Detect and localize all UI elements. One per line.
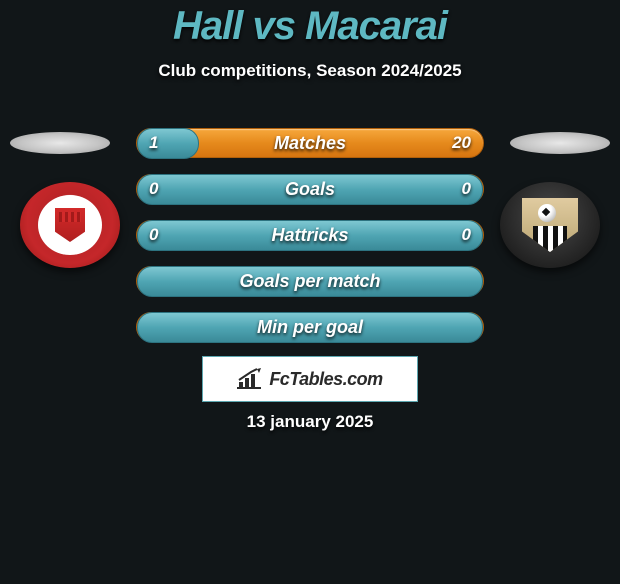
stat-bar-goals: 0 Goals 0	[136, 174, 484, 204]
stat-label: Goals per match	[137, 267, 483, 295]
stat-bar-matches: 1 Matches 20	[136, 128, 484, 158]
stat-bars: 1 Matches 20 0 Goals 0 0 Hattricks 0 Goa…	[136, 128, 484, 358]
player-silhouette-right	[510, 132, 610, 154]
club-crest-left	[20, 182, 120, 268]
attribution-text: FcTables.com	[269, 369, 382, 390]
stat-label: Goals	[137, 175, 483, 203]
stat-label: Hattricks	[137, 221, 483, 249]
stat-value-right: 0	[462, 175, 471, 203]
player-silhouette-left	[10, 132, 110, 154]
stat-value-right: 20	[452, 129, 471, 157]
page-title: Hall vs Macarai	[0, 4, 620, 49]
stat-label: Min per goal	[137, 313, 483, 341]
stat-bar-goals-per-match: Goals per match	[136, 266, 484, 296]
stat-bar-min-per-goal: Min per goal	[136, 312, 484, 342]
stat-value-right: 0	[462, 221, 471, 249]
subtitle: Club competitions, Season 2024/2025	[0, 61, 620, 81]
stat-bar-hattricks: 0 Hattricks 0	[136, 220, 484, 250]
attribution-box: FcTables.com	[202, 356, 418, 402]
club-crest-right	[500, 182, 600, 268]
date-text: 13 january 2025	[0, 412, 620, 432]
stat-label: Matches	[137, 129, 483, 157]
chart-icon	[237, 368, 263, 390]
